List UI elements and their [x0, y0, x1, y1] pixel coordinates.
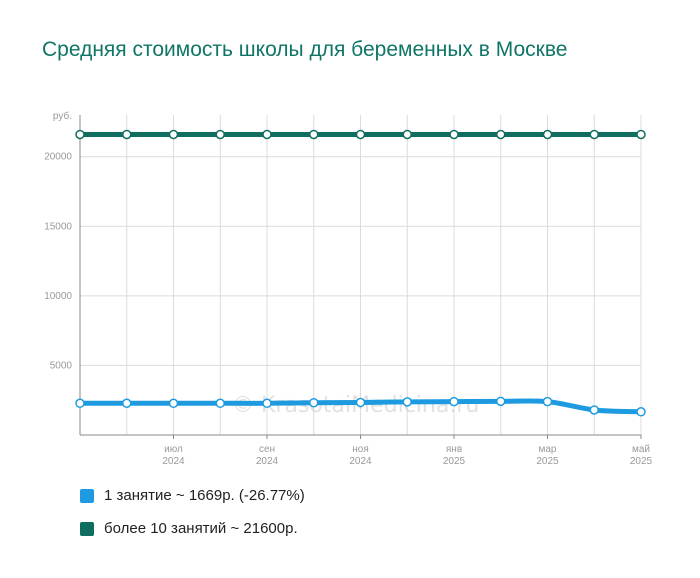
y-tick-label: 20000 [44, 152, 72, 163]
x-tick-label-month: май [632, 444, 650, 455]
chart-series [75, 129, 646, 417]
data-point-1 [542, 396, 553, 407]
data-point-2 [589, 129, 599, 140]
x-tick-label-month: сен [259, 444, 275, 455]
x-tick-label-year: 2025 [443, 456, 466, 467]
chart-axes [79, 115, 642, 439]
data-point-1 [122, 398, 132, 409]
y-unit-label: руб. [53, 110, 72, 122]
x-tick-label-year: 2024 [256, 456, 279, 467]
y-tick-label: 5000 [50, 360, 73, 371]
legend-label-1: 1 занятие ~ 1669р. (-26.77%) [104, 487, 305, 504]
x-tick-label-year: 2024 [162, 456, 185, 467]
data-point-1 [589, 405, 599, 415]
data-point-1 [215, 398, 225, 409]
x-tick-label-year: 2025 [536, 456, 559, 467]
data-point-1 [496, 396, 506, 407]
data-point-2 [168, 129, 179, 140]
data-point-1 [309, 397, 319, 408]
data-point-1 [636, 407, 646, 417]
data-point-1 [75, 398, 85, 409]
data-point-2 [122, 129, 132, 140]
data-point-2 [542, 129, 553, 140]
x-tick-label-year: 2024 [349, 456, 372, 467]
chart-tick-labels: 5000100001500020000руб.июл2024сен2024ноя… [44, 110, 652, 467]
data-point-2 [449, 129, 459, 140]
data-point-2 [309, 129, 319, 140]
x-tick-label-month: июл [164, 444, 183, 455]
data-point-2 [496, 129, 506, 140]
y-tick-label: 15000 [44, 221, 72, 232]
legend-swatch-1 [80, 488, 94, 503]
data-point-2 [355, 129, 366, 140]
legend-item-2[interactable]: более 10 занятий ~ 21600р. [80, 520, 298, 537]
legend-label-2: более 10 занятий ~ 21600р. [104, 520, 298, 537]
x-tick-label-month: ноя [352, 444, 369, 455]
data-point-1 [355, 397, 366, 408]
data-point-1 [168, 398, 179, 409]
data-point-1 [402, 397, 412, 407]
data-point-1 [262, 398, 272, 409]
chart-grid [79, 115, 642, 435]
y-tick-label: 10000 [44, 291, 72, 302]
data-point-2 [262, 129, 272, 140]
data-point-2 [636, 129, 646, 140]
legend-swatch-2 [80, 521, 94, 536]
chart-title: Средняя стоимость школы для беременных в… [42, 38, 568, 61]
x-tick-label-month: янв [446, 444, 462, 455]
data-point-1 [449, 396, 459, 407]
x-tick-label-month: мар [539, 444, 557, 455]
legend-item-1[interactable]: 1 занятие ~ 1669р. (-26.77%) [80, 487, 305, 504]
data-point-2 [75, 129, 85, 140]
data-point-2 [402, 129, 412, 140]
x-tick-label-year: 2025 [630, 456, 653, 467]
data-point-2 [215, 129, 225, 140]
